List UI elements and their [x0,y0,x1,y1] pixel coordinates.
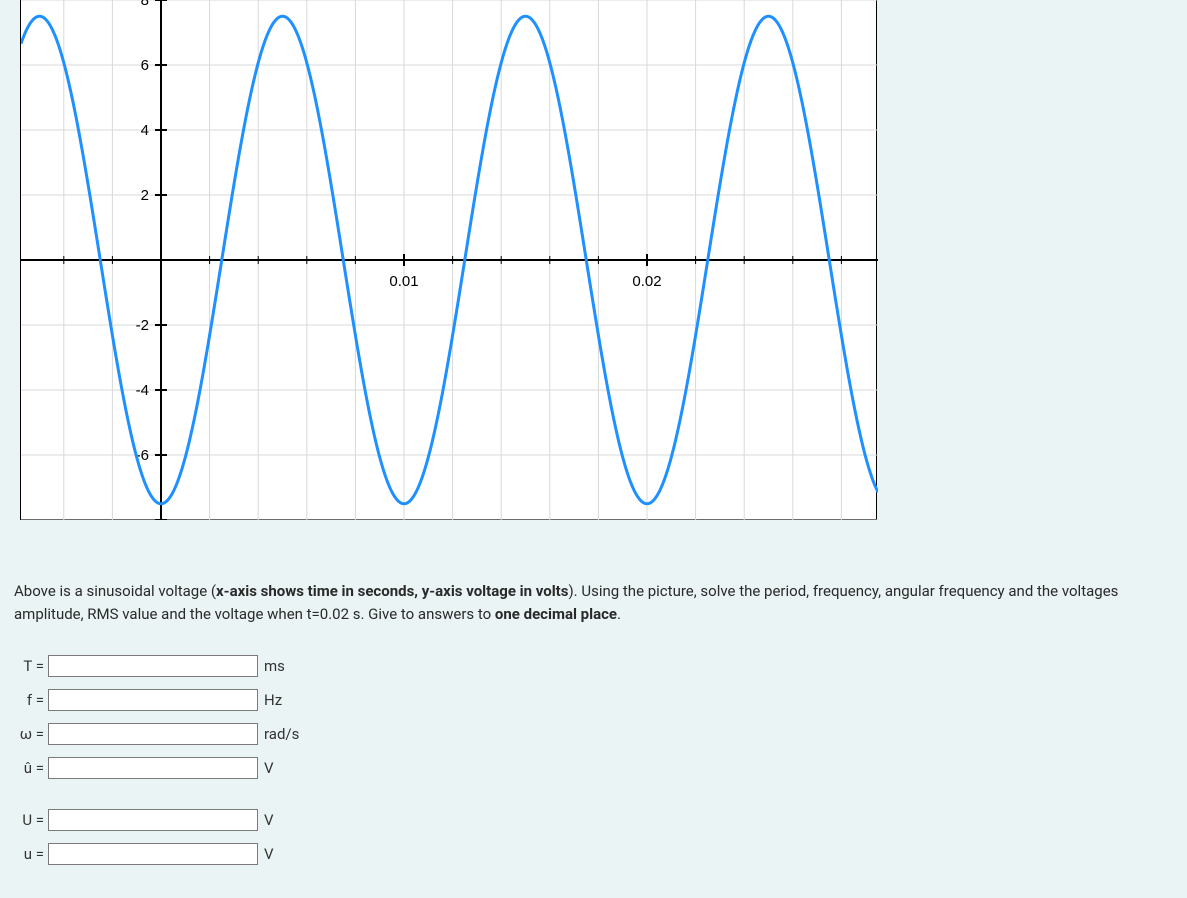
svg-text:6: 6 [141,57,149,74]
svg-text:8: 8 [141,0,149,9]
svg-text:2: 2 [141,187,149,204]
answer-inputs: T = ms f = Hz ω = rad/s û = V U = Vu = V [14,655,1187,865]
unit-label: V [264,759,274,777]
input-row: U = V [14,809,1187,831]
answer-field-0[interactable] [48,655,258,677]
input-row: ω = rad/s [14,723,1187,745]
input-row: T = ms [14,655,1187,677]
input-label: T = [14,657,44,675]
chart-area: 8642-2-4-60.010.02 [20,0,877,520]
unit-label: V [264,845,274,863]
input-label: f = [14,691,44,709]
answer-field-2[interactable] [48,723,258,745]
input-label: u = [14,845,44,863]
svg-text:0.02: 0.02 [632,273,661,290]
desc-bold-d: one decimal place [495,605,617,623]
svg-text:-2: -2 [136,317,149,334]
desc-bold-b: x-axis shows time in seconds, y-axis vol… [216,582,568,600]
input-row: u = V [14,843,1187,865]
waveform-chart: 8642-2-4-60.010.02 [21,0,878,520]
answer-field-1[interactable] [48,689,258,711]
answer-field-4[interactable] [48,809,258,831]
unit-label: Hz [264,691,282,709]
input-label: û = [14,759,44,777]
unit-label: ms [264,657,285,675]
desc-text-e: . [617,605,621,623]
answer-field-3[interactable] [48,757,258,779]
svg-text:-4: -4 [136,382,149,399]
svg-text:4: 4 [141,122,149,139]
input-row: f = Hz [14,689,1187,711]
svg-text:0.01: 0.01 [389,273,418,290]
unit-label: rad/s [264,725,299,743]
input-label: ω = [14,725,44,743]
unit-label: V [264,811,274,829]
desc-text-a: Above is a sinusoidal voltage ( [14,582,216,600]
problem-description: Above is a sinusoidal voltage (x-axis sh… [14,580,1177,625]
input-row: û = V [14,757,1187,779]
input-label: U = [14,811,44,829]
answer-field-5[interactable] [48,843,258,865]
